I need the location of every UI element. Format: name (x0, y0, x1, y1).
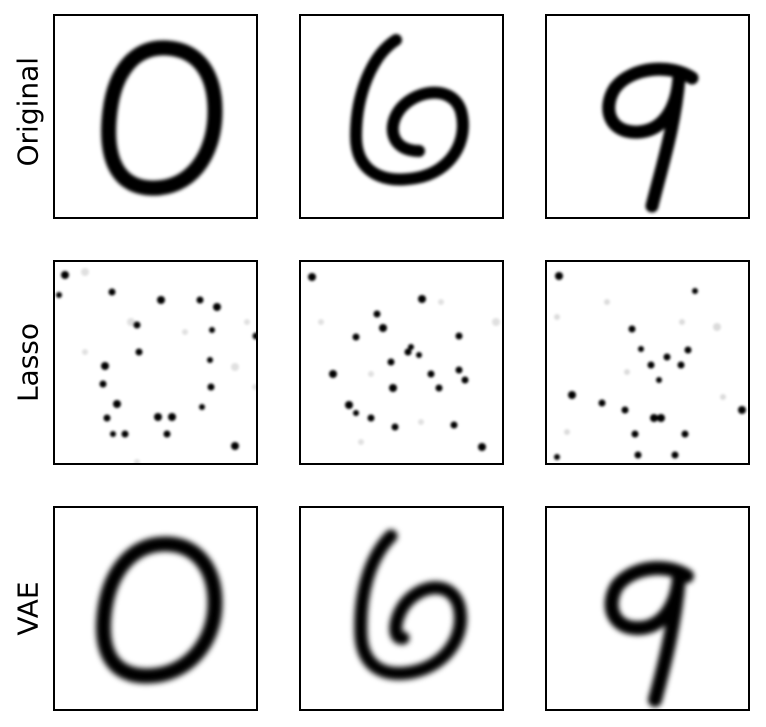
panel-vae-6 (299, 506, 504, 711)
digit-0-original-image (101, 40, 223, 196)
panel-original-9 (545, 14, 750, 219)
digit-9-original-image (602, 62, 699, 213)
panel-lasso-6 (299, 260, 504, 465)
digit-0-lasso-image (56, 268, 256, 463)
panel-original-6 (299, 14, 504, 219)
row-label-lasso-text: Lasso (11, 322, 45, 403)
panel-vae-0 (53, 506, 258, 711)
row-label-vae: VAE (12, 559, 45, 659)
row-label-original: Original (12, 57, 45, 167)
panel-vae-9 (545, 506, 750, 711)
digit-6-lasso-image (308, 273, 500, 451)
panel-original-0 (53, 14, 258, 219)
row-label-original-text: Original (11, 56, 45, 167)
digit-6-vae-image (354, 529, 467, 680)
row-label-lasso: Lasso (12, 313, 45, 413)
digit-6-original-image (349, 34, 469, 186)
row-label-vae-text: VAE (11, 581, 45, 636)
digit-9-vae-image (604, 561, 694, 707)
panel-lasso-0 (53, 260, 258, 465)
digit-0-vae-image (95, 536, 223, 684)
panel-lasso-9 (545, 260, 750, 465)
digit-9-lasso-image (554, 272, 746, 460)
